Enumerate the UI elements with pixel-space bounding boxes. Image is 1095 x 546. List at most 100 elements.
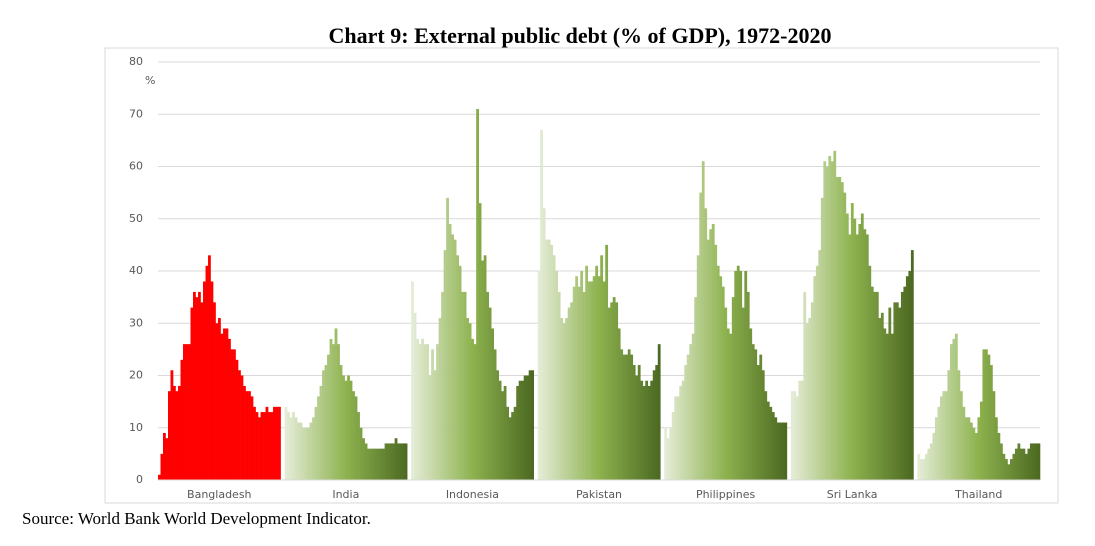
bar (314, 406, 318, 480)
bar (845, 213, 849, 480)
bar (215, 323, 219, 480)
bar (210, 281, 214, 480)
bar (369, 448, 373, 480)
bar (696, 255, 700, 480)
bar (781, 422, 785, 480)
bar (706, 239, 710, 480)
bar (905, 276, 909, 480)
bar (240, 375, 244, 480)
bar (622, 354, 626, 480)
bar (875, 291, 879, 480)
bar (362, 438, 365, 480)
bar (729, 333, 733, 480)
bar (307, 427, 310, 480)
bar (885, 333, 889, 480)
bar (250, 396, 254, 480)
bar (858, 223, 862, 480)
bar (431, 349, 434, 480)
bar (347, 375, 350, 480)
bar (567, 307, 571, 480)
bar (699, 192, 703, 480)
bar (734, 271, 738, 480)
bar (934, 417, 938, 480)
bar (572, 286, 576, 480)
bar (309, 422, 313, 480)
bar (830, 161, 834, 480)
bar (183, 344, 186, 480)
bar (317, 396, 320, 480)
bar (506, 406, 509, 480)
bar (526, 375, 530, 480)
bar (397, 443, 400, 480)
bar (1009, 459, 1013, 480)
bar (456, 255, 459, 480)
bar (580, 271, 584, 480)
bar (493, 349, 497, 480)
bar (964, 417, 968, 480)
bar (746, 291, 750, 480)
bar (800, 380, 804, 480)
bar (630, 354, 634, 480)
bar (989, 365, 993, 480)
bar (929, 443, 933, 480)
bar (585, 265, 589, 480)
bar (384, 443, 388, 480)
bar (557, 291, 561, 480)
bar (304, 427, 308, 480)
bar (458, 265, 462, 480)
bar (850, 203, 854, 480)
bar (756, 365, 760, 480)
bar (939, 396, 943, 480)
bar (944, 391, 948, 480)
bar (577, 286, 581, 480)
bar (759, 354, 763, 480)
bar (570, 302, 574, 480)
bar (1034, 443, 1038, 480)
bar (245, 391, 249, 480)
bar (545, 239, 549, 480)
bar (228, 338, 231, 480)
bar (868, 265, 872, 480)
bar (411, 281, 414, 480)
bar (739, 271, 743, 480)
bar (537, 271, 541, 480)
bar (813, 276, 817, 480)
bar (984, 349, 988, 480)
bar (448, 223, 452, 480)
source-note: Source: World Bank World Development Ind… (22, 509, 371, 528)
bar (299, 422, 303, 480)
bar (168, 391, 171, 480)
bar (278, 406, 281, 480)
bar (178, 385, 181, 480)
bar (1029, 443, 1033, 480)
bar (721, 286, 725, 480)
bar (552, 255, 556, 480)
bar (488, 307, 492, 480)
bar (1037, 443, 1041, 480)
bar (823, 161, 827, 480)
bar (674, 396, 678, 480)
bar (218, 318, 221, 480)
bar (284, 406, 288, 480)
x-tick-label: Philippines (696, 488, 756, 501)
bar (531, 370, 535, 480)
bar (890, 333, 894, 480)
bar (297, 422, 300, 480)
y-tick-label: 70 (129, 107, 143, 120)
bar (426, 344, 429, 480)
bar (468, 323, 472, 480)
bar (253, 406, 256, 480)
bar (954, 333, 958, 480)
bar (650, 380, 654, 480)
bar (709, 229, 713, 480)
bar (741, 307, 745, 480)
bar (982, 349, 986, 480)
bar (917, 453, 921, 480)
bar (367, 448, 370, 480)
bar (377, 448, 380, 480)
bar (416, 338, 419, 480)
bar (776, 422, 780, 480)
bar (1014, 448, 1018, 480)
bar (334, 328, 338, 480)
bar (433, 370, 437, 480)
